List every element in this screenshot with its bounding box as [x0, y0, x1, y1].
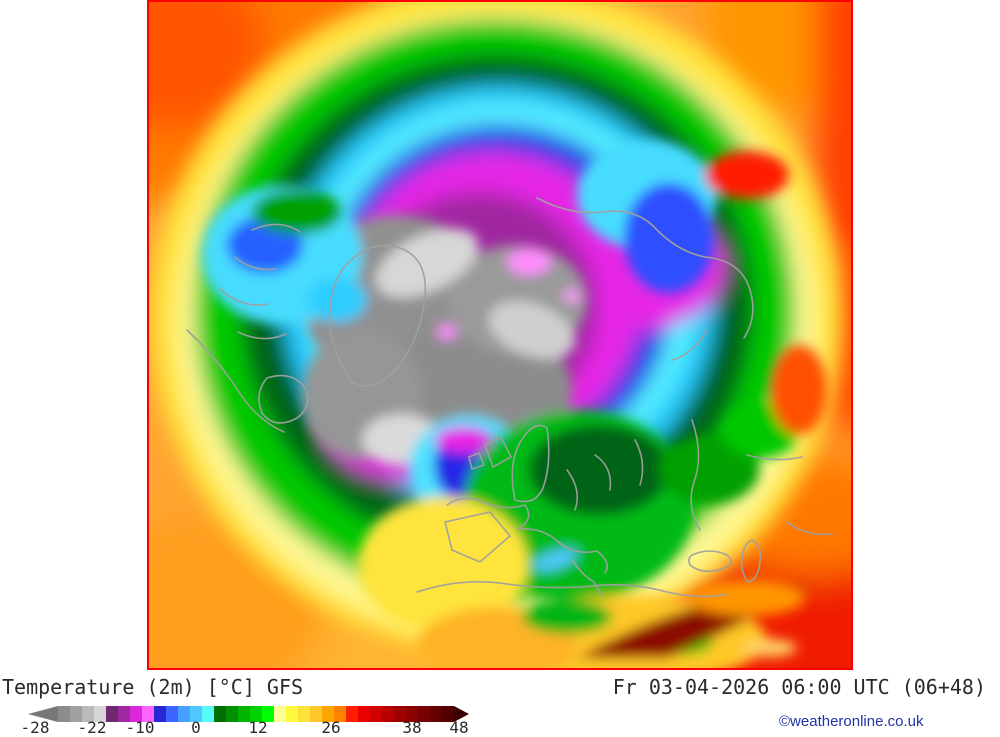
legend-segment [286, 706, 298, 722]
legend-tick-label: -10 [125, 718, 155, 737]
legend-tick-label: 38 [402, 718, 422, 737]
legend-segment [250, 706, 262, 722]
legend-segment [382, 706, 394, 722]
footer: Temperature (2m) [°C] GFS Fr 03-04-2026 … [0, 670, 1000, 737]
legend-segment [310, 706, 322, 722]
legend-tick-label: 48 [449, 718, 469, 737]
temperature-legend: -28 -22 -10 0 12 26 38 48 [0, 670, 520, 737]
legend-bar [28, 706, 469, 722]
legend-tick-label: -22 [77, 718, 107, 737]
map-datetime: Fr 03-04-2026 06:00 UTC (06+48) [612, 675, 986, 699]
legend-segment [238, 706, 250, 722]
legend-segment [298, 706, 310, 722]
legend-segment [430, 706, 442, 722]
legend-segment [178, 706, 190, 722]
legend-segment [370, 706, 382, 722]
legend-ticks: -28 -22 -10 0 12 26 38 48 [0, 718, 520, 737]
legend-tick-label: 12 [248, 718, 268, 737]
temperature-map-image [147, 0, 853, 670]
legend-segment [70, 706, 82, 722]
legend-segment [94, 706, 106, 722]
legend-segment [190, 706, 202, 722]
legend-segment [130, 706, 142, 722]
copyright-link[interactable]: ©weatheronline.co.uk [779, 713, 924, 730]
legend-segment [82, 706, 94, 722]
legend-segment [106, 706, 118, 722]
legend-tick-label: -28 [20, 718, 50, 737]
legend-segment [418, 706, 430, 722]
legend-segment [214, 706, 226, 722]
legend-segment [58, 706, 70, 722]
legend-segment [262, 706, 274, 722]
legend-tick-label: 26 [321, 718, 341, 737]
legend-segment [202, 706, 214, 722]
legend-segment [226, 706, 238, 722]
legend-segment [394, 706, 406, 722]
legend-segment [118, 706, 130, 722]
legend-segment [322, 706, 334, 722]
map-coastlines [186, 197, 833, 598]
legend-segment [166, 706, 178, 722]
legend-segment [334, 706, 346, 722]
legend-segment [154, 706, 166, 722]
map-title: Temperature (2m) [°C] GFS [2, 675, 304, 699]
map-temperature-field [147, 0, 853, 670]
legend-segment [142, 706, 154, 722]
legend-segments [58, 706, 454, 722]
legend-segment [274, 706, 286, 722]
weather-map [147, 0, 853, 670]
legend-segment [346, 706, 358, 722]
legend-segment [358, 706, 370, 722]
legend-segment [406, 706, 418, 722]
legend-segment [442, 706, 454, 722]
legend-tick-label: 0 [191, 718, 201, 737]
map-border [147, 0, 853, 670]
